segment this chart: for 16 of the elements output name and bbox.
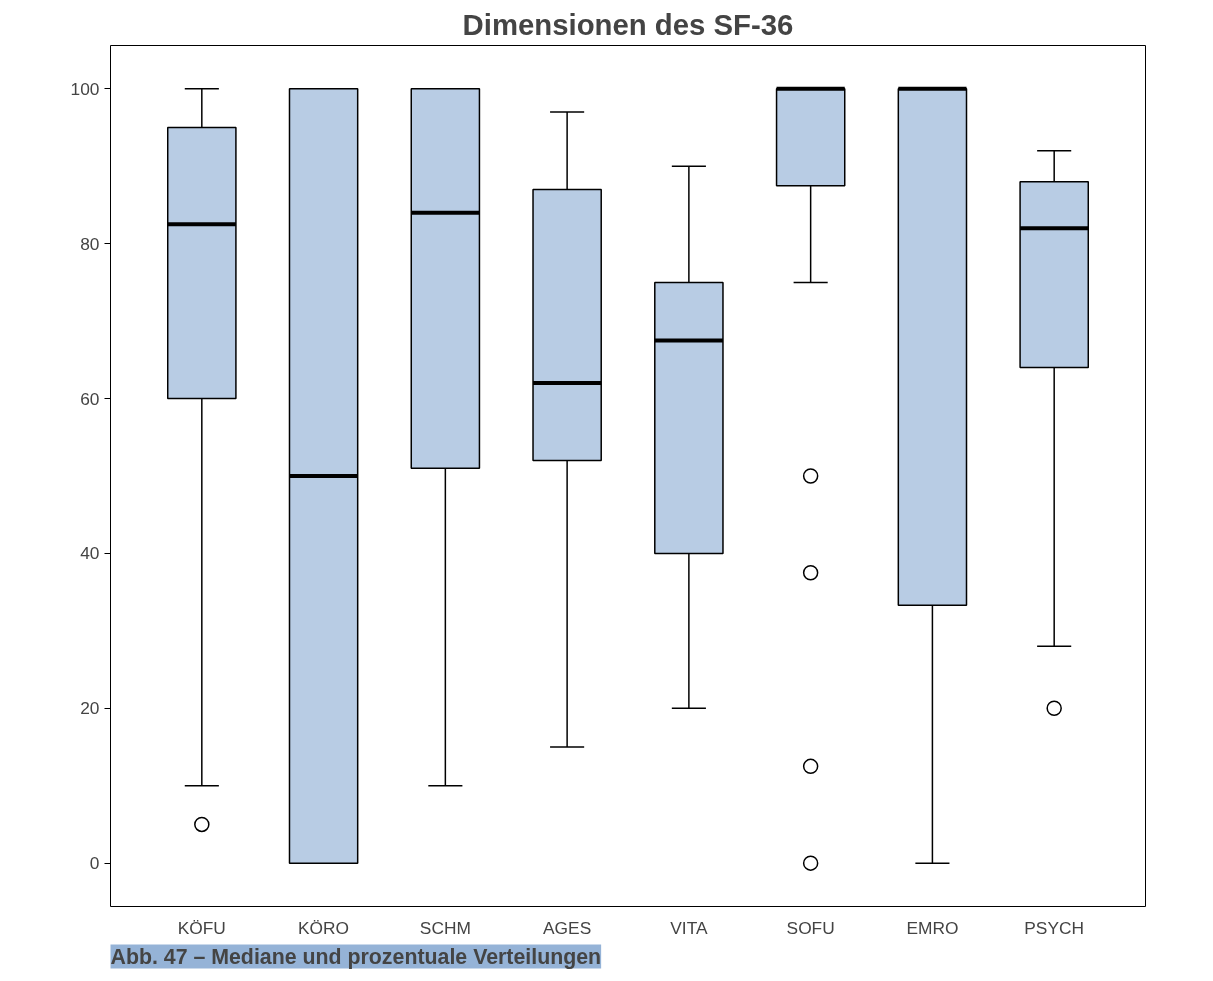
chart-title: Dimensionen des SF-36	[462, 7, 794, 41]
x-tick-label: KÖRO	[298, 917, 350, 938]
x-tick-label: SOFU	[786, 917, 835, 938]
x-tick-label: VITA	[670, 917, 708, 938]
x-tick-label: AGES	[543, 917, 592, 938]
x-tick-label: KÖFU	[177, 917, 226, 938]
x-tick-label: SCHM	[419, 917, 471, 938]
x-tick-label: EMRO	[906, 917, 959, 938]
x-tick-label: PSYCH	[1024, 917, 1085, 938]
y-tick-label: 80	[80, 233, 100, 254]
y-tick-label: 0	[89, 853, 100, 874]
caption: Abb. 47 – Mediane und prozentuale Verteilungen	[110, 944, 602, 969]
y-tick-label: 60	[80, 388, 100, 409]
y-tick-label: 40	[80, 543, 100, 564]
y-tick-label: 100	[70, 78, 100, 99]
y-tick-label: 20	[80, 698, 100, 719]
